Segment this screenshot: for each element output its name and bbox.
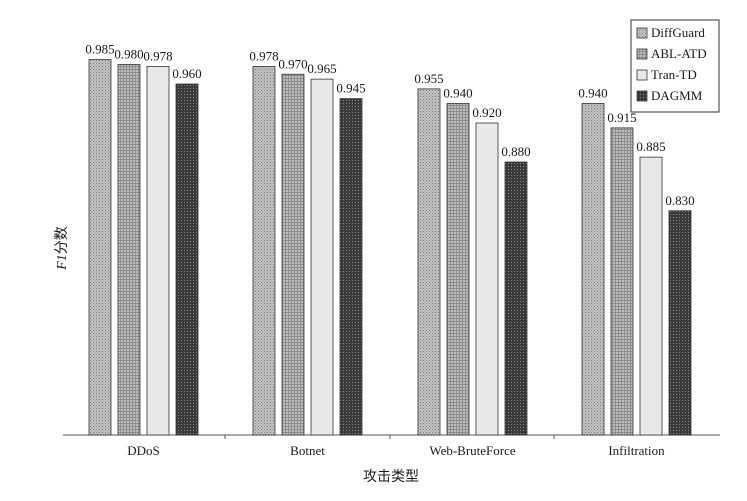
bar-diffguard-ddos bbox=[88, 59, 112, 436]
bars-group bbox=[88, 59, 692, 436]
bar-diffguard-web-bruteforce bbox=[417, 88, 441, 436]
y-axis-title: F1分数 bbox=[54, 226, 70, 271]
value-label: 0.955 bbox=[414, 71, 443, 86]
bar-tran-td-ddos bbox=[146, 66, 170, 436]
legend-swatch bbox=[636, 27, 648, 39]
bar-tran-td-botnet bbox=[310, 78, 334, 436]
bar-dagmm-botnet bbox=[339, 98, 363, 436]
x-tick-label: Botnet bbox=[290, 443, 325, 458]
legend-swatch bbox=[636, 69, 648, 81]
bar-abl-atd-botnet bbox=[281, 73, 305, 436]
bar-dagmm-ddos bbox=[175, 83, 199, 436]
x-tick-label: DDoS bbox=[127, 443, 160, 458]
legend-label: DiffGuard bbox=[651, 25, 705, 40]
value-label: 0.880 bbox=[501, 144, 530, 159]
value-label: 0.978 bbox=[249, 48, 278, 63]
value-label: 0.885 bbox=[636, 139, 665, 154]
value-label: 0.978 bbox=[143, 48, 172, 63]
value-label: 0.940 bbox=[443, 86, 472, 101]
y-axis-title-italic: F1 bbox=[55, 254, 70, 271]
y-axis-title-rest: 分数 bbox=[54, 226, 70, 254]
bar-diffguard-botnet bbox=[252, 66, 276, 436]
value-label: 0.830 bbox=[665, 193, 694, 208]
value-label: 0.945 bbox=[336, 81, 365, 96]
bar-dagmm-web-bruteforce bbox=[504, 161, 528, 436]
value-label: 0.920 bbox=[472, 105, 501, 120]
value-label: 0.970 bbox=[278, 56, 307, 71]
legend-label: Tran-TD bbox=[651, 67, 697, 82]
legend-swatch bbox=[636, 48, 648, 60]
bar-dagmm-infiltration bbox=[668, 210, 692, 436]
bar-abl-atd-infiltration bbox=[610, 127, 634, 436]
value-label: 0.980 bbox=[114, 47, 143, 62]
bar-tran-td-web-bruteforce bbox=[475, 122, 499, 436]
legend: DiffGuard ABL-ATD Tran-TD DAGMM bbox=[630, 19, 720, 113]
value-label: 0.915 bbox=[607, 110, 636, 125]
bar-abl-atd-web-bruteforce bbox=[446, 103, 470, 436]
value-label: 0.940 bbox=[578, 86, 607, 101]
bar-tran-td-infiltration bbox=[639, 156, 663, 436]
bar-abl-atd-ddos bbox=[117, 64, 141, 436]
legend-label: ABL-ATD bbox=[651, 46, 707, 61]
x-tick-label: Web-BruteForce bbox=[429, 443, 516, 458]
x-tick-labels-group: DDoS Botnet Web-BruteForce Infiltration bbox=[127, 435, 665, 458]
x-tick-label: Infiltration bbox=[608, 443, 665, 458]
value-label: 0.985 bbox=[85, 42, 114, 57]
x-axis-title: 攻击类型 bbox=[363, 469, 419, 485]
legend-swatch bbox=[636, 90, 648, 102]
legend-label: DAGMM bbox=[651, 88, 703, 103]
value-label: 0.960 bbox=[172, 66, 201, 81]
value-label: 0.965 bbox=[307, 61, 336, 76]
bar-diffguard-infiltration bbox=[581, 103, 605, 436]
